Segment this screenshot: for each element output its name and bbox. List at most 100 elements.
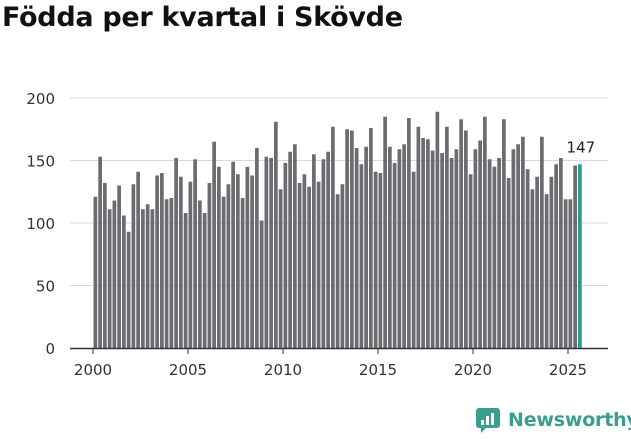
bar [293, 144, 297, 348]
bar [345, 129, 349, 348]
bar [502, 119, 506, 348]
bar [544, 194, 549, 348]
bar [416, 126, 421, 348]
bar [278, 189, 283, 348]
bar-chart: 0 50 100 150 200 147 2000 2005 2010 2015 2020 2025 [26, 90, 608, 379]
bar [160, 173, 164, 348]
x-tick-label: 2025 [549, 361, 587, 379]
highlight-value-label: 147 [567, 138, 596, 156]
y-tick-label: 100 [26, 215, 55, 233]
bar [217, 166, 221, 348]
bar [483, 116, 487, 348]
bar [198, 200, 202, 348]
bar [221, 196, 226, 348]
bar [383, 116, 387, 348]
newsworthy-brand: Newsworthy [508, 409, 631, 431]
bar [259, 220, 264, 348]
bar [145, 204, 150, 348]
bar [316, 181, 321, 348]
bar [568, 199, 573, 348]
y-tick-label: 50 [36, 278, 55, 296]
bar [297, 183, 302, 348]
bar [426, 139, 430, 348]
bar [321, 159, 326, 348]
bar [231, 161, 235, 348]
chart-title: Födda per kvartal i Skövde [2, 2, 403, 33]
bar [331, 126, 335, 348]
bar [402, 144, 406, 348]
bar [141, 209, 145, 348]
bar [421, 138, 425, 348]
bar [274, 121, 278, 348]
bar [354, 148, 359, 348]
bar [212, 141, 216, 348]
bar [126, 231, 131, 348]
bar [207, 183, 212, 348]
bar [411, 171, 416, 348]
bar [535, 176, 539, 348]
bar [388, 146, 392, 348]
bar [397, 149, 402, 348]
bar [430, 150, 435, 348]
bar [136, 171, 140, 348]
bar [554, 164, 558, 348]
x-tick-label: 2020 [454, 361, 492, 379]
bar [516, 144, 520, 348]
bar [288, 151, 292, 348]
x-tick-label: 2005 [169, 361, 207, 379]
bar [335, 194, 340, 348]
bar-highlight [578, 164, 582, 348]
bar [98, 156, 102, 348]
bar [202, 213, 207, 348]
bar [193, 159, 197, 348]
bar [378, 173, 383, 348]
bar [302, 174, 307, 348]
bar [440, 153, 444, 348]
y-tick-label: 0 [45, 340, 55, 358]
bar [359, 164, 364, 348]
bar [473, 149, 478, 348]
bar [93, 196, 98, 348]
bar [188, 181, 193, 348]
bar [573, 165, 577, 348]
bar [459, 119, 463, 348]
bar [174, 158, 178, 348]
bar [112, 200, 117, 348]
bar [340, 184, 345, 348]
bar [122, 215, 126, 348]
bar [445, 126, 449, 348]
bar [350, 130, 354, 348]
y-tick-label: 200 [26, 90, 55, 108]
bar [530, 189, 535, 348]
bar [150, 209, 155, 348]
bar [240, 198, 245, 348]
bar [131, 184, 136, 348]
bar [435, 111, 440, 348]
bar [497, 158, 501, 348]
bar [364, 146, 368, 348]
bar [169, 198, 174, 348]
bar [563, 199, 568, 348]
bar [255, 148, 259, 348]
bar [449, 158, 454, 348]
bar [478, 140, 482, 348]
bar [264, 156, 269, 348]
bar [559, 158, 563, 348]
bar [407, 118, 411, 348]
bar [226, 184, 231, 348]
newsworthy-logo: Newsworthy [475, 407, 631, 433]
bar [103, 183, 107, 348]
bar [245, 166, 250, 348]
bar [369, 128, 373, 348]
bar [250, 175, 254, 348]
bar [269, 158, 273, 348]
bar [492, 166, 497, 348]
newsworthy-icon [476, 408, 500, 433]
bar [525, 169, 530, 348]
bar [468, 174, 473, 348]
bar [464, 130, 468, 348]
bar [487, 159, 492, 348]
bar [521, 136, 525, 348]
bar [117, 185, 121, 348]
bar [312, 154, 316, 348]
